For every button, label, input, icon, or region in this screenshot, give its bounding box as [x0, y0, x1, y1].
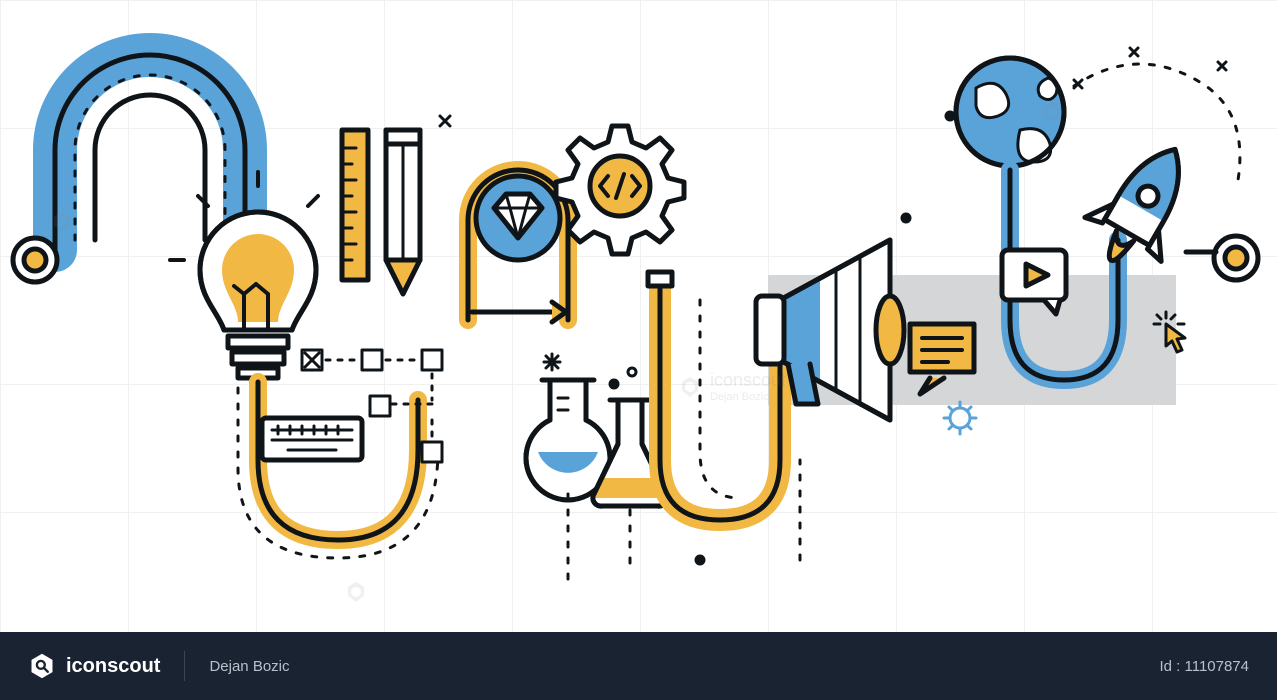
diamond-icon	[468, 170, 568, 320]
pencil-icon	[386, 130, 420, 294]
globe-icon	[947, 58, 1064, 166]
illustration-canvas: iconscoutDejan Bozic	[0, 0, 1277, 632]
footer-bar: iconscout Dejan Bozic Id : 11107874	[0, 632, 1277, 700]
asset-id: Id : 11107874	[1159, 658, 1249, 675]
ruler-icon	[342, 130, 368, 280]
sparkle-icon	[544, 354, 560, 370]
gear-code-icon	[556, 126, 684, 254]
divider	[184, 651, 185, 681]
brand-logo: iconscout	[28, 652, 160, 680]
small-gear-icon	[944, 402, 976, 434]
infographic-svg	[0, 0, 1277, 632]
cursor-icon	[1154, 312, 1185, 352]
node-start-icon	[13, 238, 57, 282]
chat-lines-icon	[910, 324, 974, 394]
node-end-icon	[1214, 236, 1258, 280]
author-name: Dejan Bozic	[209, 658, 289, 675]
arch-icon	[55, 55, 245, 250]
keyboard-icon	[262, 418, 362, 460]
arrow-icon	[472, 302, 566, 322]
hexagon-search-icon	[28, 652, 56, 680]
brand-name: iconscout	[66, 655, 160, 678]
rocket-icon	[1073, 127, 1213, 282]
